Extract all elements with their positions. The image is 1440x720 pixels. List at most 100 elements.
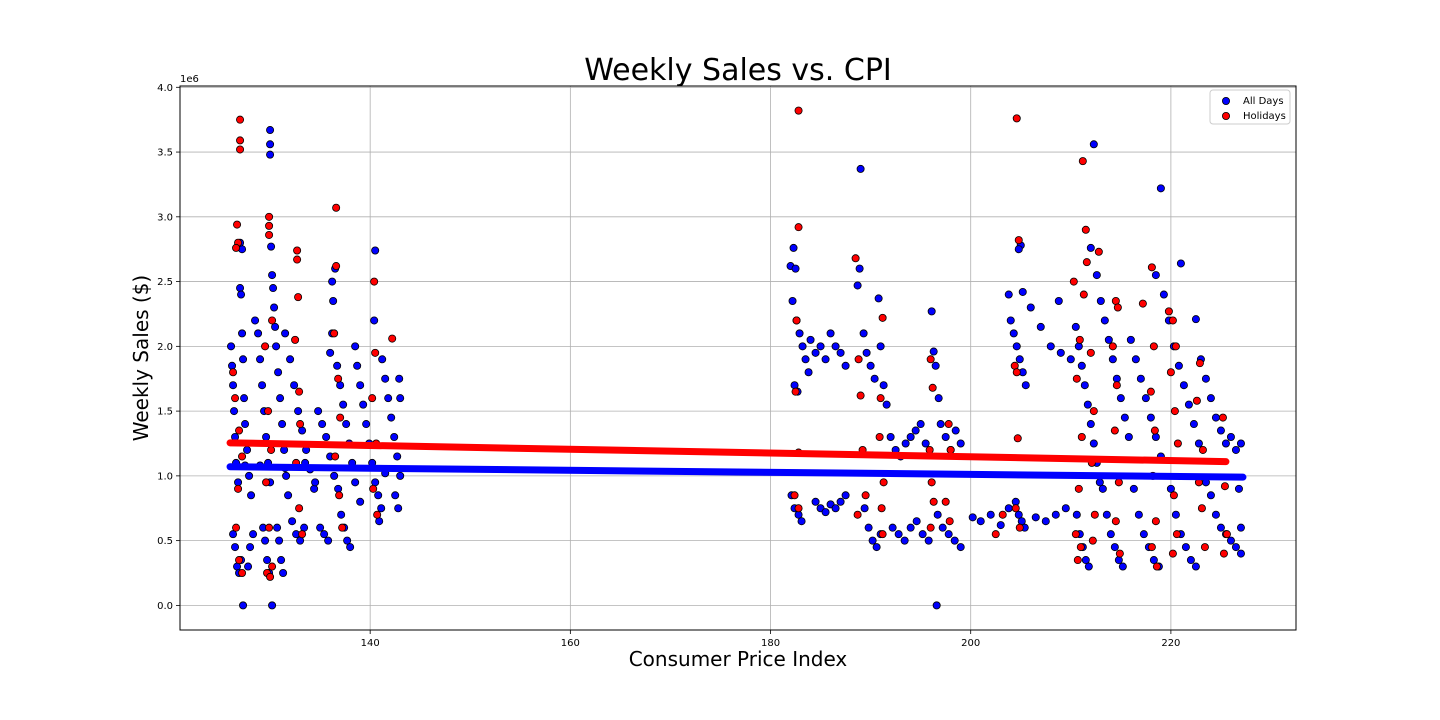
all-days-point <box>879 381 888 390</box>
holidays-point <box>298 530 307 539</box>
all-days-point <box>1184 400 1193 409</box>
holidays-point <box>1108 342 1117 351</box>
all-days-point <box>236 284 245 293</box>
holidays-point <box>878 313 887 322</box>
all-days-point <box>1221 439 1230 448</box>
all-days-point <box>872 543 881 552</box>
all-days-point <box>996 521 1005 530</box>
all-days-point <box>870 374 879 383</box>
all-days-point <box>393 452 402 461</box>
y-tick-label: 2.0 <box>157 342 173 353</box>
holidays-point <box>262 478 271 487</box>
all-days-point <box>1191 315 1200 324</box>
all-days-point <box>921 439 930 448</box>
holidays-point <box>926 523 935 532</box>
all-days-point <box>924 536 933 545</box>
all-days-point <box>276 394 285 403</box>
holidays-point <box>1081 225 1090 234</box>
all-days-point <box>1129 484 1138 493</box>
holidays-point <box>853 510 862 519</box>
all-days-point <box>324 536 333 545</box>
all-days-point <box>1146 413 1155 422</box>
all-days-point <box>901 439 910 448</box>
all-days-point <box>266 150 275 159</box>
holidays-point <box>929 497 938 506</box>
all-days-point <box>1120 413 1129 422</box>
x-tick-label: 200 <box>961 638 980 649</box>
x-tick-label: 140 <box>361 638 380 649</box>
legend-label-all-days: All Days <box>1243 96 1284 107</box>
holidays-point <box>1168 316 1177 325</box>
holidays-point <box>1086 348 1095 357</box>
all-days-point <box>1191 562 1200 571</box>
holidays-point <box>265 230 274 239</box>
all-days-point <box>1072 510 1081 519</box>
holidays-point <box>991 530 1000 539</box>
all-days-point <box>351 342 360 351</box>
y-tick-label: 0.5 <box>157 536 173 547</box>
holidays-point <box>851 254 860 263</box>
holidays-point <box>790 491 799 500</box>
all-days-point <box>228 361 237 370</box>
all-days-point <box>938 523 947 532</box>
holidays-point <box>1170 407 1179 416</box>
holidays-point <box>1169 491 1178 500</box>
holidays-point <box>294 293 303 302</box>
all-days-point <box>789 243 798 252</box>
all-days-point <box>359 400 368 409</box>
all-days-point <box>1077 361 1086 370</box>
all-days-point <box>256 355 265 364</box>
all-days-point <box>1021 381 1030 390</box>
y-tick-label: 1.5 <box>157 407 173 418</box>
all-days-point <box>1174 361 1183 370</box>
y-tick-label: 1.0 <box>157 471 173 482</box>
holidays-point <box>946 445 955 454</box>
all-days-point <box>1080 381 1089 390</box>
all-days-point <box>882 400 891 409</box>
all-days-point <box>387 413 396 422</box>
all-days-point <box>1046 342 1055 351</box>
holidays-point <box>928 383 937 392</box>
all-days-point <box>1009 329 1018 338</box>
legend-marker-all-days <box>1222 97 1231 106</box>
all-days-point <box>244 562 253 571</box>
all-days-point <box>1118 562 1127 571</box>
holidays-point <box>264 407 273 416</box>
x-axis: 140 160 180 200 220 <box>361 630 1180 649</box>
all-days-point <box>1066 355 1075 364</box>
holidays-point <box>794 106 803 115</box>
all-days-point <box>1089 439 1098 448</box>
holidays-point <box>291 335 300 344</box>
holidays-point <box>295 504 304 513</box>
all-days-point <box>1126 335 1135 344</box>
holidays-point <box>1168 549 1177 558</box>
all-days-point <box>916 420 925 429</box>
all-days-point <box>261 536 270 545</box>
all-days-point <box>268 601 277 610</box>
holidays-point <box>295 387 304 396</box>
all-days-point <box>1181 543 1190 552</box>
holidays-point <box>261 342 270 351</box>
holidays-point <box>1151 517 1160 526</box>
all-days-point <box>1014 510 1023 519</box>
holidays-point <box>1012 368 1021 377</box>
all-days-point <box>1139 530 1148 539</box>
all-days-point <box>821 508 830 517</box>
holidays-point <box>1011 504 1020 513</box>
y-tick-label: 4.0 <box>157 83 173 94</box>
holidays-point <box>1147 263 1156 272</box>
holidays-point <box>792 316 801 325</box>
all-days-point <box>1098 484 1107 493</box>
all-days-point <box>859 329 868 338</box>
holidays-point <box>1113 303 1122 312</box>
all-days-point <box>1134 510 1143 519</box>
all-days-point <box>929 347 938 356</box>
y-axis-title: Weekly Sales ($) <box>129 275 153 441</box>
all-days-point <box>855 264 864 273</box>
all-days-point <box>826 329 835 338</box>
holidays-point <box>371 348 380 357</box>
all-days-point <box>238 329 247 338</box>
holidays-point <box>1094 247 1103 256</box>
all-days-point <box>862 348 871 357</box>
